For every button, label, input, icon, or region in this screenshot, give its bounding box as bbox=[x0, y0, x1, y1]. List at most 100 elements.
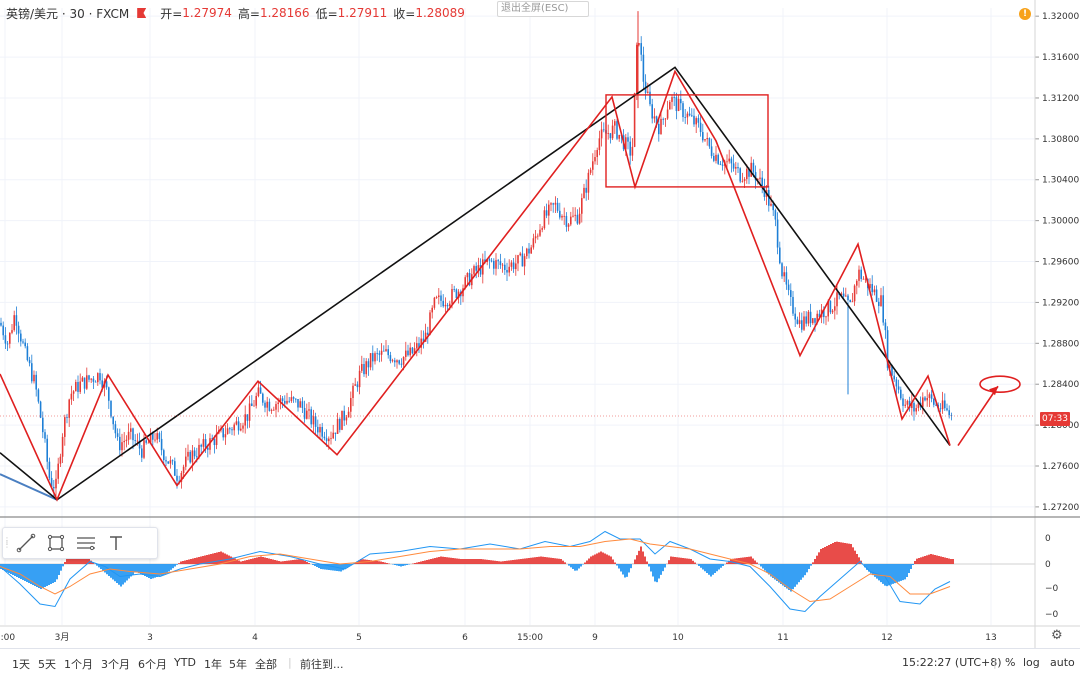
candle-body bbox=[744, 179, 746, 181]
macd-histogram-bar bbox=[190, 559, 192, 564]
candle-body bbox=[874, 290, 876, 293]
candle-body bbox=[495, 260, 497, 269]
candle-body bbox=[253, 406, 255, 407]
macd-histogram-bar bbox=[388, 564, 390, 565]
macd-histogram-bar bbox=[580, 564, 582, 567]
candle-body bbox=[667, 110, 669, 119]
candle-body bbox=[880, 295, 882, 306]
candle-body bbox=[161, 439, 163, 450]
alert-icon[interactable]: ! bbox=[1019, 8, 1031, 20]
candle-body bbox=[46, 439, 48, 462]
macd-histogram-bar bbox=[844, 543, 846, 564]
macd-histogram-bar bbox=[288, 561, 290, 565]
macd-histogram-bar bbox=[386, 563, 388, 564]
macd-histogram-bar bbox=[380, 562, 382, 565]
candle-body bbox=[926, 398, 928, 400]
macd-histogram-bar bbox=[588, 559, 590, 565]
candle-body bbox=[445, 305, 447, 306]
candle-body bbox=[66, 417, 68, 418]
macd-histogram-bar bbox=[640, 547, 642, 565]
candle-body bbox=[293, 397, 295, 399]
candle-body bbox=[251, 404, 253, 406]
rectangle-tool[interactable] bbox=[41, 529, 71, 557]
candle-body bbox=[788, 285, 790, 291]
macd-histogram-bar bbox=[572, 564, 574, 569]
candle-body bbox=[915, 408, 917, 411]
candle-body bbox=[392, 360, 394, 361]
candle-body bbox=[636, 45, 638, 93]
candle-body bbox=[717, 155, 719, 164]
drawing-toolbar[interactable]: ⋮⋮ bbox=[2, 527, 158, 559]
candle-body bbox=[269, 402, 271, 411]
candle-body bbox=[249, 404, 251, 421]
macd-histogram-bar bbox=[470, 559, 472, 564]
auto-scale-toggle[interactable]: auto bbox=[1050, 656, 1075, 669]
macd-histogram-bar bbox=[492, 561, 494, 565]
macd-histogram-bar bbox=[650, 564, 652, 572]
candle-body bbox=[99, 373, 101, 380]
macd-histogram-bar bbox=[794, 564, 796, 587]
candle-body bbox=[106, 381, 108, 387]
price-tick-label: 1.29200 bbox=[1042, 298, 1079, 308]
settings-gear-icon[interactable]: ⚙ bbox=[1051, 628, 1063, 643]
price-axis[interactable]: 1.320001.316001.312001.308001.304001.300… bbox=[0, 0, 1080, 648]
macd-histogram-bar bbox=[836, 542, 838, 564]
timeframe-ytd[interactable]: YTD bbox=[174, 656, 196, 669]
drag-handle-icon[interactable]: ⋮⋮ bbox=[3, 528, 11, 558]
timeframe-5d[interactable]: 5天 bbox=[38, 656, 56, 672]
macd-histogram-bar bbox=[828, 545, 830, 564]
macd-histogram-bar bbox=[494, 561, 496, 564]
percent-scale-toggle[interactable]: % bbox=[1005, 656, 1015, 669]
candle-body bbox=[341, 411, 343, 430]
macd-histogram-bar bbox=[674, 557, 676, 564]
exit-fullscreen-button[interactable]: 退出全屏(ESC) bbox=[497, 1, 589, 17]
timeframe-6m[interactable]: 6个月 bbox=[138, 656, 167, 672]
candle-body bbox=[381, 351, 383, 355]
flag-icon[interactable] bbox=[137, 8, 146, 18]
log-scale-toggle[interactable]: log bbox=[1023, 656, 1040, 669]
macd-tick-label: 0 bbox=[1045, 560, 1051, 570]
goto-date-button[interactable]: 前往到... bbox=[300, 656, 344, 672]
candle-body bbox=[772, 204, 774, 210]
macd-histogram-bar bbox=[268, 559, 270, 565]
macd-histogram-bar bbox=[474, 559, 476, 564]
timeframe-1d[interactable]: 1天 bbox=[12, 656, 30, 672]
candle-body bbox=[508, 267, 510, 273]
macd-histogram-bar bbox=[880, 564, 882, 582]
text-tool[interactable] bbox=[101, 529, 131, 557]
macd-histogram-bar bbox=[432, 559, 434, 565]
macd-histogram-bar bbox=[712, 564, 714, 575]
macd-histogram-bar bbox=[526, 558, 528, 564]
candle-body bbox=[370, 353, 372, 367]
macd-tick-label: −0 bbox=[1045, 610, 1059, 620]
candle-body bbox=[682, 103, 684, 117]
fib-levels-tool[interactable] bbox=[71, 529, 101, 557]
candle-body bbox=[187, 452, 189, 457]
macd-histogram-bar bbox=[722, 564, 724, 566]
macd-histogram-bar bbox=[414, 563, 416, 564]
candle-body bbox=[739, 168, 741, 181]
macd-histogram-bar bbox=[808, 564, 810, 569]
timeframe-3m[interactable]: 3个月 bbox=[101, 656, 130, 672]
candle-body bbox=[262, 394, 264, 403]
symbol-title[interactable]: 英镑/美元 · 30 · FXCM bbox=[6, 5, 129, 22]
candle-body bbox=[108, 387, 110, 401]
timeframe-1m[interactable]: 1个月 bbox=[64, 656, 93, 672]
macd-histogram-bar bbox=[272, 560, 274, 565]
macd-histogram-bar bbox=[792, 564, 794, 589]
candle-body bbox=[660, 119, 662, 134]
trend-line-tool[interactable] bbox=[11, 529, 41, 557]
candle-body bbox=[599, 138, 601, 150]
candle-body bbox=[715, 155, 717, 161]
clock-readout[interactable]: 15:22:27 (UTC+8) bbox=[902, 656, 1002, 669]
macd-histogram-bar bbox=[562, 561, 564, 564]
macd-histogram-bar bbox=[290, 560, 292, 564]
candle-body bbox=[581, 198, 583, 214]
candle-body bbox=[561, 216, 563, 217]
timeframe-5y[interactable]: 5年 bbox=[229, 656, 247, 672]
price-chart[interactable]: 1.320001.316001.312001.308001.304001.300… bbox=[0, 0, 1080, 648]
timeframe-all[interactable]: 全部 bbox=[255, 656, 277, 672]
timeframe-1y[interactable]: 1年 bbox=[204, 656, 222, 672]
macd-histogram-bar bbox=[660, 564, 662, 575]
